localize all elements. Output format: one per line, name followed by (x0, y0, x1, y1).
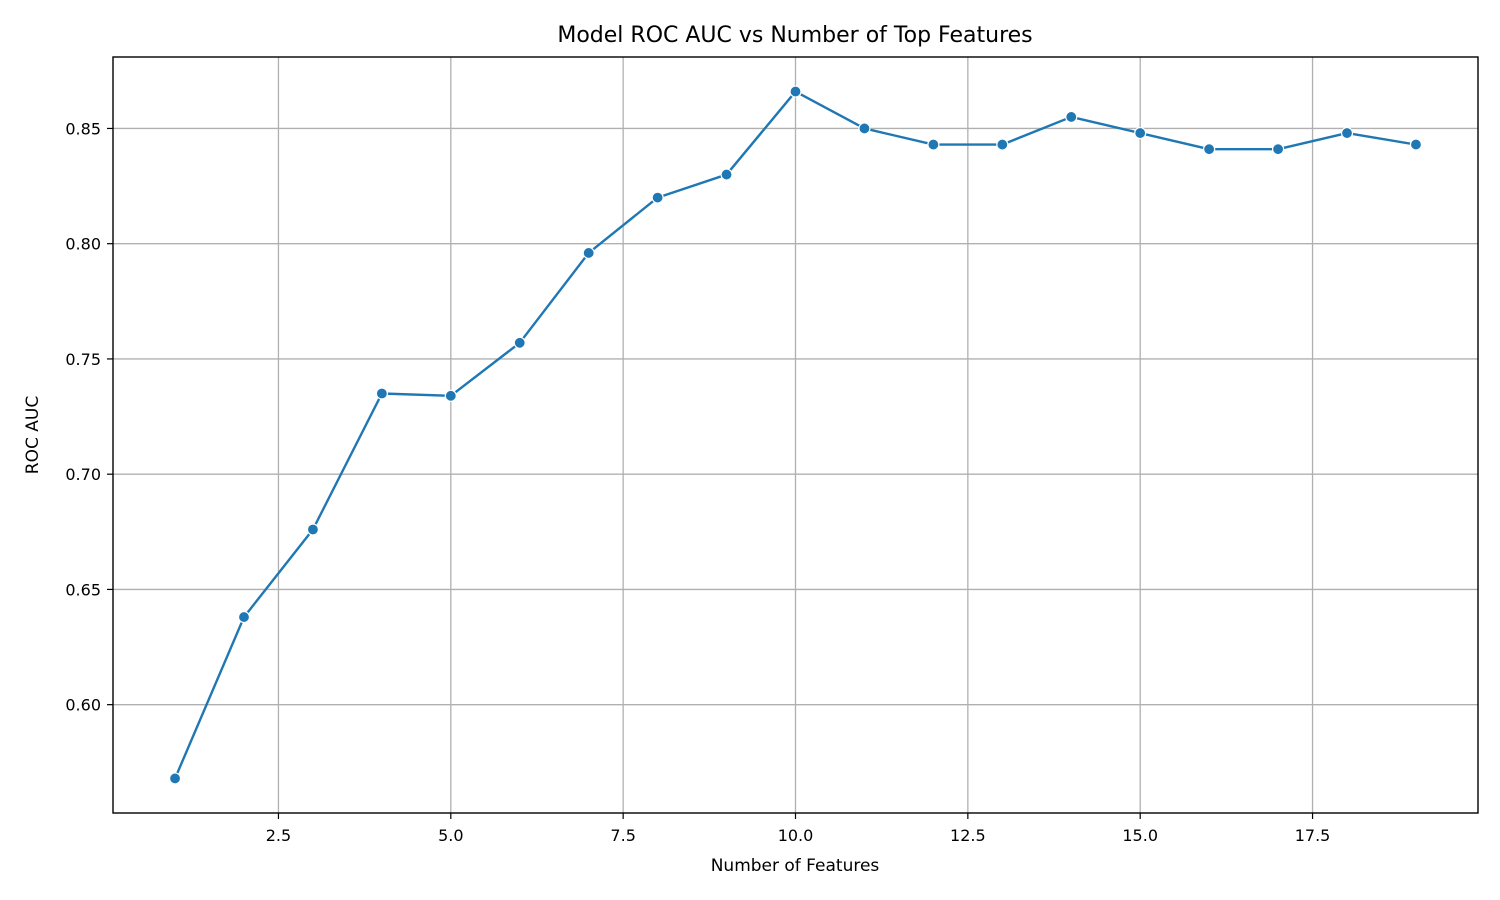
data-point (168, 772, 182, 785)
data-point (1409, 138, 1423, 151)
data-point (996, 138, 1009, 151)
data-point (1203, 143, 1216, 156)
series-layer (168, 85, 1423, 785)
grid (113, 57, 1478, 813)
y-tick-label: 0.85 (65, 119, 101, 138)
y-tick-label: 0.60 (65, 696, 101, 715)
y-tick-label: 0.80 (65, 235, 101, 254)
data-point (927, 138, 940, 151)
x-axis-label: Number of Features (711, 856, 880, 876)
y-axis-label: ROC AUC (23, 396, 43, 474)
y-tick-label: 0.75 (65, 350, 101, 369)
x-tick-label: 2.5 (266, 826, 291, 845)
axis-ticks: 2.5 5.0 7.5 10.0 12.5 15.0 17.5 0.60 0.65 0.70 0.7… (65, 119, 1330, 845)
data-point (651, 191, 664, 204)
data-point (1271, 143, 1285, 156)
y-tick-label: 0.65 (65, 580, 101, 599)
data-point (237, 610, 251, 624)
data-point (858, 122, 871, 135)
data-point (375, 387, 388, 400)
y-tick-label: 0.70 (65, 465, 101, 484)
data-point (1134, 126, 1147, 140)
data-point (1340, 126, 1354, 140)
data-point (582, 246, 595, 260)
data-point (306, 523, 320, 536)
data-point (513, 336, 526, 349)
data-point (444, 389, 457, 402)
data-point (789, 85, 802, 98)
chart-title: Model ROC AUC vs Number of Top Features (557, 23, 1032, 48)
x-tick-label: 7.5 (610, 826, 635, 845)
data-point (1065, 110, 1078, 124)
x-tick-label: 10.0 (778, 826, 814, 845)
data-point (720, 168, 733, 181)
x-tick-label: 17.5 (1295, 826, 1331, 845)
x-tick-label: 5.0 (438, 826, 463, 845)
x-tick-label: 15.0 (1122, 826, 1158, 845)
x-tick-label: 12.5 (950, 826, 986, 845)
